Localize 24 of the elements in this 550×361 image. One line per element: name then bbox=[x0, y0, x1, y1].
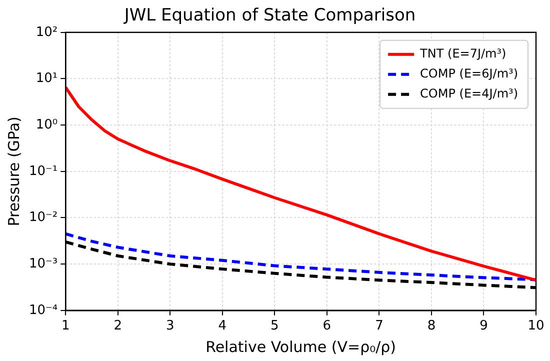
x-tick-label: 5 bbox=[270, 318, 279, 334]
y-tick-label: 10¹ bbox=[36, 71, 58, 86]
x-tick-label: 2 bbox=[114, 318, 122, 334]
y-tick-label: 10⁻¹ bbox=[28, 164, 58, 179]
x-tick-label: 4 bbox=[218, 318, 227, 334]
y-tick-label: 10⁻⁴ bbox=[28, 302, 58, 318]
y-tick-label: 10⁻² bbox=[28, 210, 58, 226]
chart-title: JWL Equation of State Comparison bbox=[123, 6, 416, 26]
legend-label: COMP (E=6J/m³) bbox=[420, 66, 518, 81]
line-series bbox=[66, 232, 536, 282]
legend-label: TNT (E=7J/m³) bbox=[419, 46, 506, 61]
x-tick-label: 6 bbox=[322, 318, 332, 334]
x-tick-label: 3 bbox=[166, 318, 174, 334]
legend-label: COMP (E=4J/m³) bbox=[420, 86, 518, 101]
y-tick-label: 10² bbox=[36, 24, 58, 40]
x-tick-label: 8 bbox=[427, 318, 436, 334]
y-axis-title: Pressure (GPa) bbox=[4, 116, 23, 226]
x-tick-label: 7 bbox=[375, 318, 384, 334]
x-axis-title: Relative Volume (V=ρ₀/ρ) bbox=[206, 338, 396, 356]
x-tick-label: 9 bbox=[480, 318, 488, 334]
y-tick-label: 10⁻³ bbox=[28, 256, 58, 272]
y-tick-label: 10⁰ bbox=[36, 117, 58, 132]
x-tick-label: 10 bbox=[528, 318, 544, 334]
x-tick-label: 1 bbox=[61, 318, 70, 334]
